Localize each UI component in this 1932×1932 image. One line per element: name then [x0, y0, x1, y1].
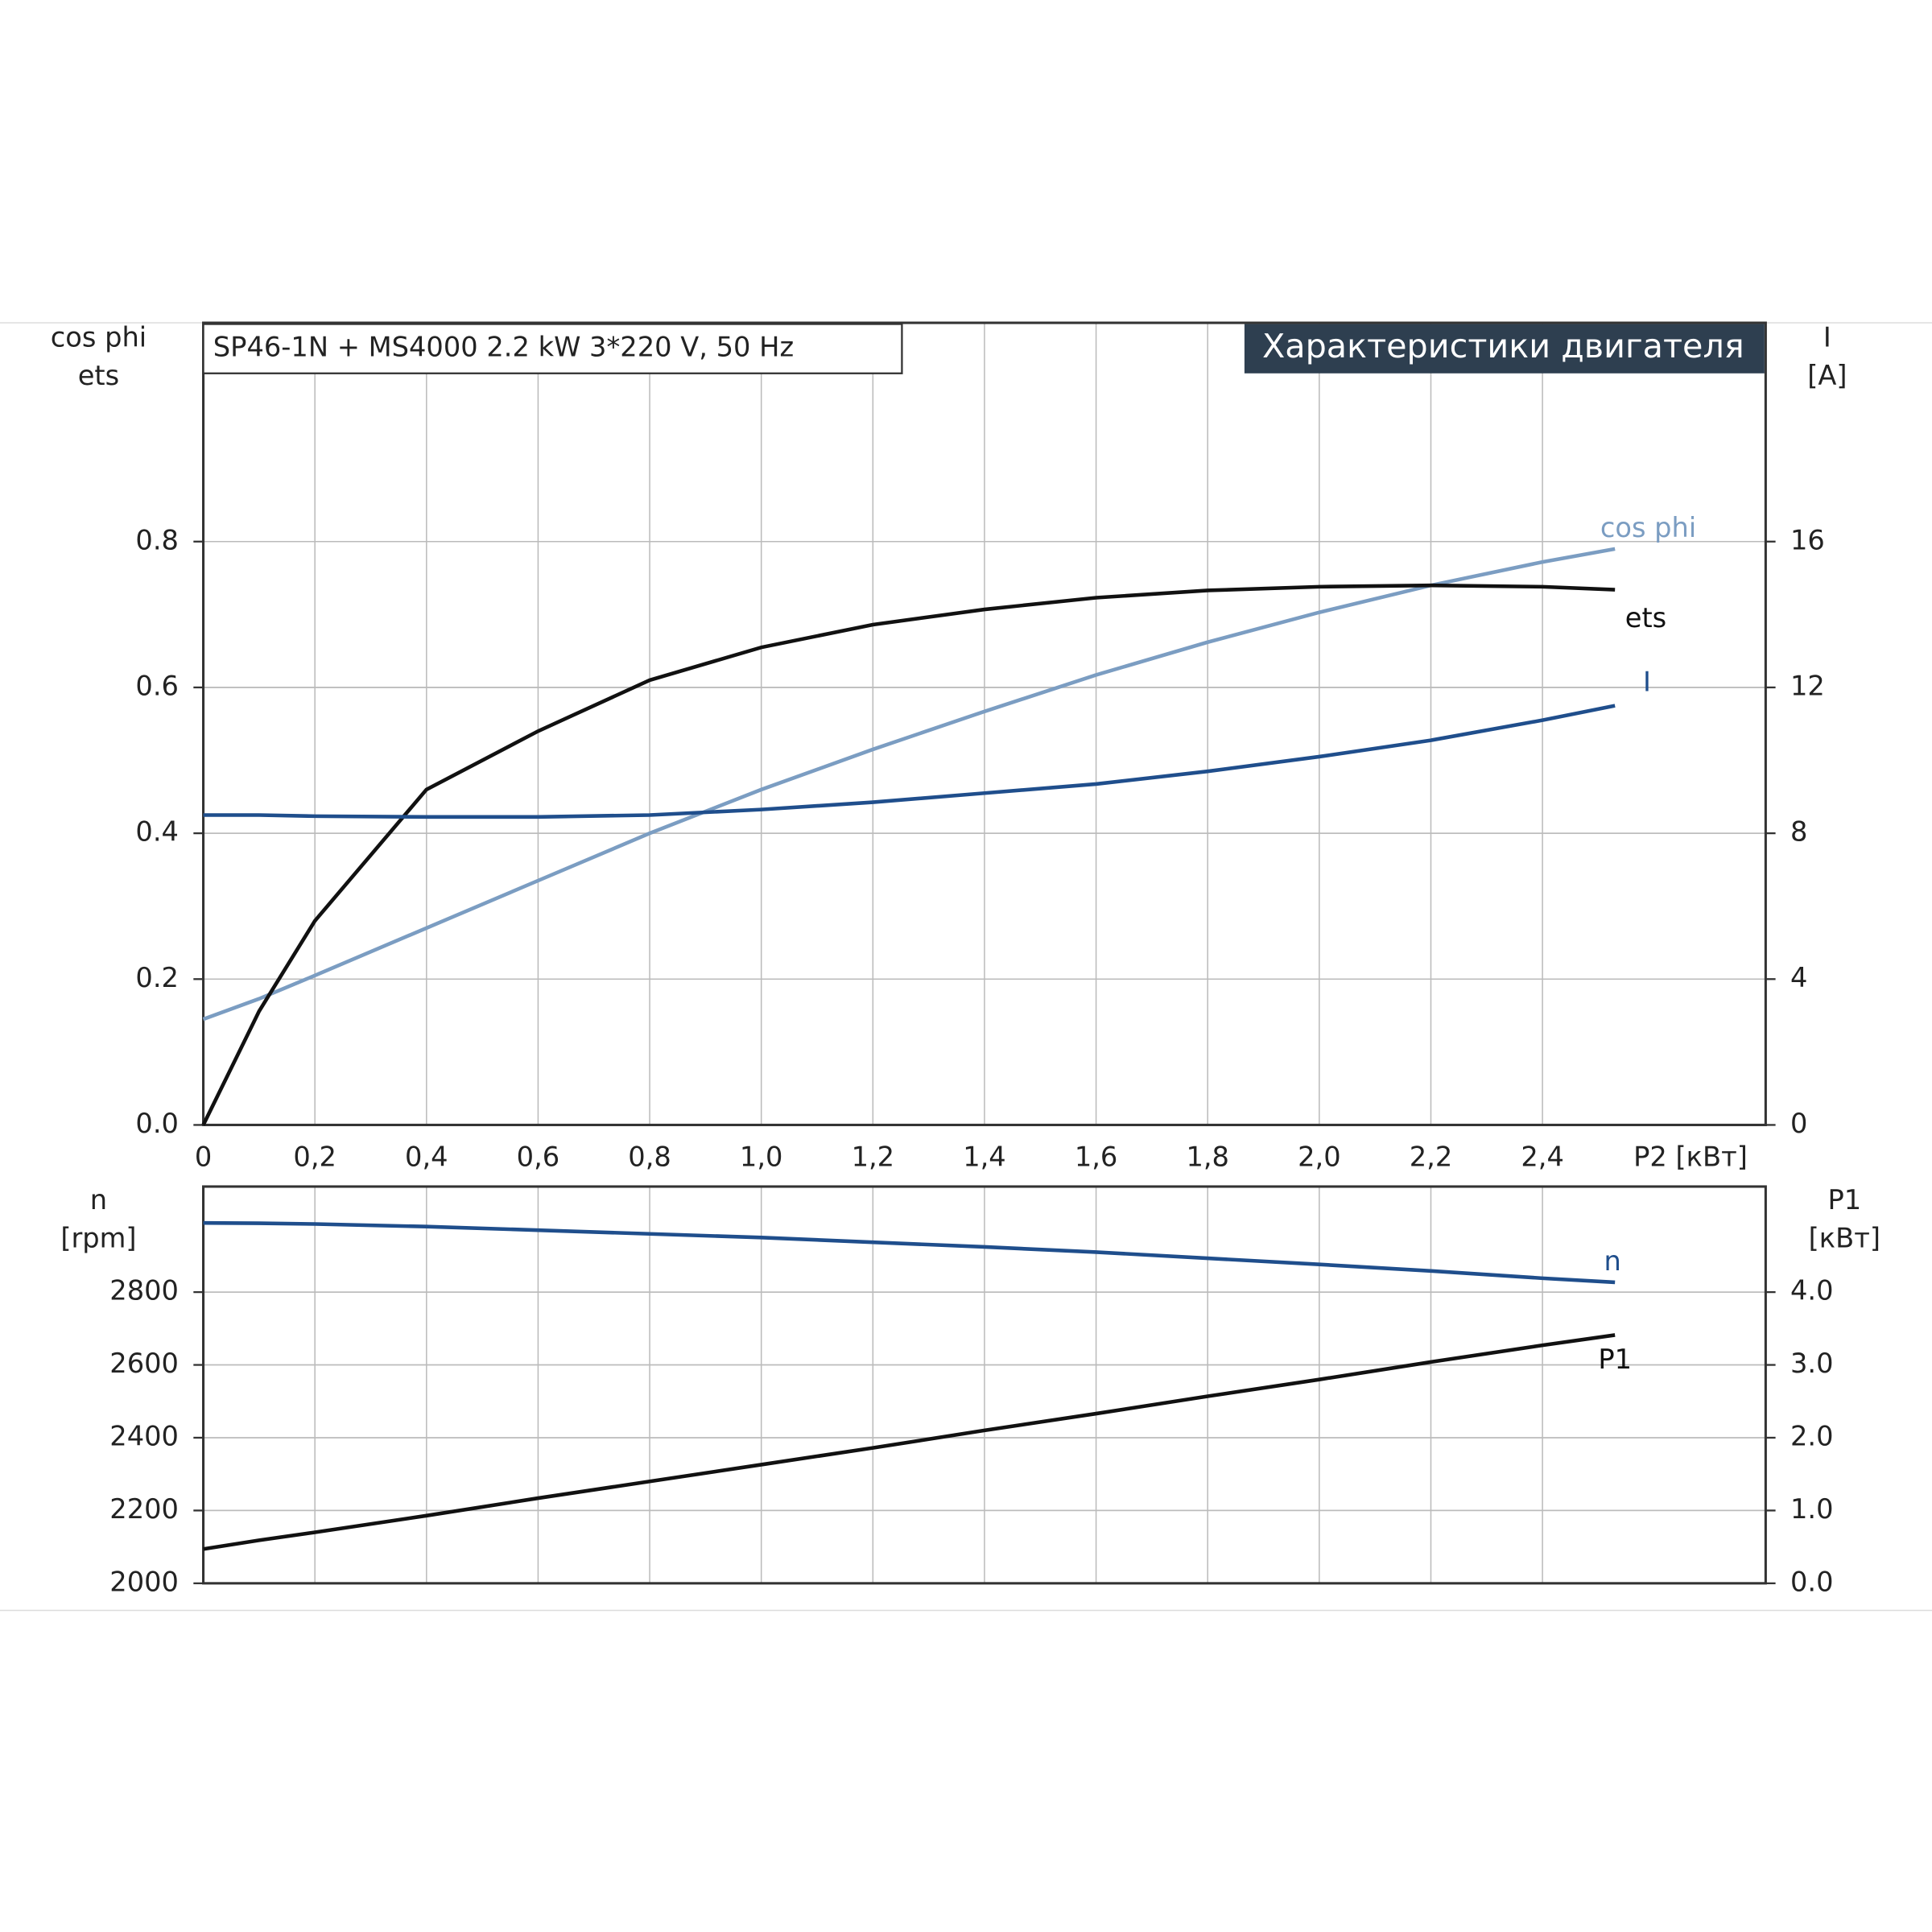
y2-tick-label: 0 — [1790, 1108, 1807, 1139]
y2-tick-label: 2.0 — [1790, 1420, 1834, 1451]
y-tick-label: 0.8 — [135, 524, 179, 555]
x-tick-label: 0,4 — [405, 1141, 448, 1172]
x-tick-label: 0 — [195, 1141, 212, 1172]
x-tick-label: 0,6 — [517, 1141, 560, 1172]
y2-tick-label: 3.0 — [1790, 1348, 1834, 1379]
series-line — [201, 583, 1616, 1126]
y2-axis-label: [кВт] — [1809, 1222, 1880, 1253]
y2-tick-label: 1.0 — [1790, 1493, 1834, 1525]
y-axis-label: [rpm] — [60, 1222, 136, 1253]
y2-tick-label: 0.0 — [1790, 1566, 1834, 1597]
y-tick-label: 0.2 — [135, 962, 179, 993]
y-tick-label: 2000 — [109, 1566, 179, 1597]
grid-layer: 0 0,2 0,4 0,6 0,8 1,0 1,2 1,4 1,6 1,8 2,0 2,2 2,4 0.0… — [109, 321, 1834, 1597]
y2-tick-label: 12 — [1790, 670, 1825, 701]
series-line — [203, 704, 1616, 819]
y-tick-label: 2400 — [109, 1420, 179, 1451]
y-tick-label: 2800 — [109, 1275, 179, 1307]
y2-tick-label: 4.0 — [1790, 1275, 1834, 1307]
y-axis-label: cos phi — [51, 321, 147, 353]
y2-axis-label: [A] — [1807, 360, 1847, 391]
x-tick-label: 1,6 — [1075, 1141, 1118, 1172]
series-label: ets — [1625, 602, 1666, 634]
x-tick-label: 2,2 — [1410, 1141, 1453, 1172]
x-tick-label: 1,4 — [963, 1141, 1006, 1172]
series-line — [203, 1220, 1616, 1285]
subtitle-box — [202, 323, 903, 374]
series-label: n — [1604, 1245, 1620, 1277]
y-tick-label: 0.4 — [135, 816, 179, 848]
series-label: P1 — [1598, 1344, 1632, 1375]
y-axis-label: ets — [78, 360, 119, 391]
y2-tick-label: 4 — [1790, 962, 1807, 993]
series-label: I — [1643, 667, 1651, 698]
y-tick-label: 2600 — [109, 1348, 179, 1379]
series-line — [203, 1333, 1616, 1551]
x-tick-label: 1,2 — [852, 1141, 895, 1172]
series-label: cos phi — [1600, 512, 1696, 543]
x-tick-label: 2,0 — [1298, 1141, 1341, 1172]
x-tick-label: 1,0 — [740, 1141, 783, 1172]
y2-tick-label: 16 — [1790, 524, 1825, 555]
x-tick-label: 0,2 — [293, 1141, 336, 1172]
x-tick-label: 2,4 — [1521, 1141, 1564, 1172]
y-tick-label: 0.0 — [135, 1108, 179, 1139]
y2-axis-label: P1 — [1827, 1184, 1861, 1216]
x-axis-label: P2 [кВт] — [1633, 1141, 1748, 1172]
y2-axis-label: I — [1823, 321, 1831, 353]
y-axis-label: n — [90, 1184, 107, 1216]
data-layer: cos phi ets In P1 — [201, 512, 1696, 1551]
plot-frame — [202, 321, 1767, 1126]
y-tick-label: 2200 — [109, 1493, 179, 1525]
title-box — [1244, 324, 1765, 374]
chart-title: Характеристики двигателя — [1262, 327, 1744, 365]
x-tick-label: 1,8 — [1186, 1141, 1229, 1172]
chart-subtitle: SP46-1N + MS4000 2.2 kW 3*220 V, 50 Hz — [213, 332, 794, 363]
y-tick-label: 0.6 — [135, 670, 179, 701]
y2-tick-label: 8 — [1790, 816, 1807, 848]
x-tick-label: 0,8 — [628, 1141, 671, 1172]
series-line — [202, 547, 1616, 1022]
plot-frame — [202, 1185, 1767, 1585]
